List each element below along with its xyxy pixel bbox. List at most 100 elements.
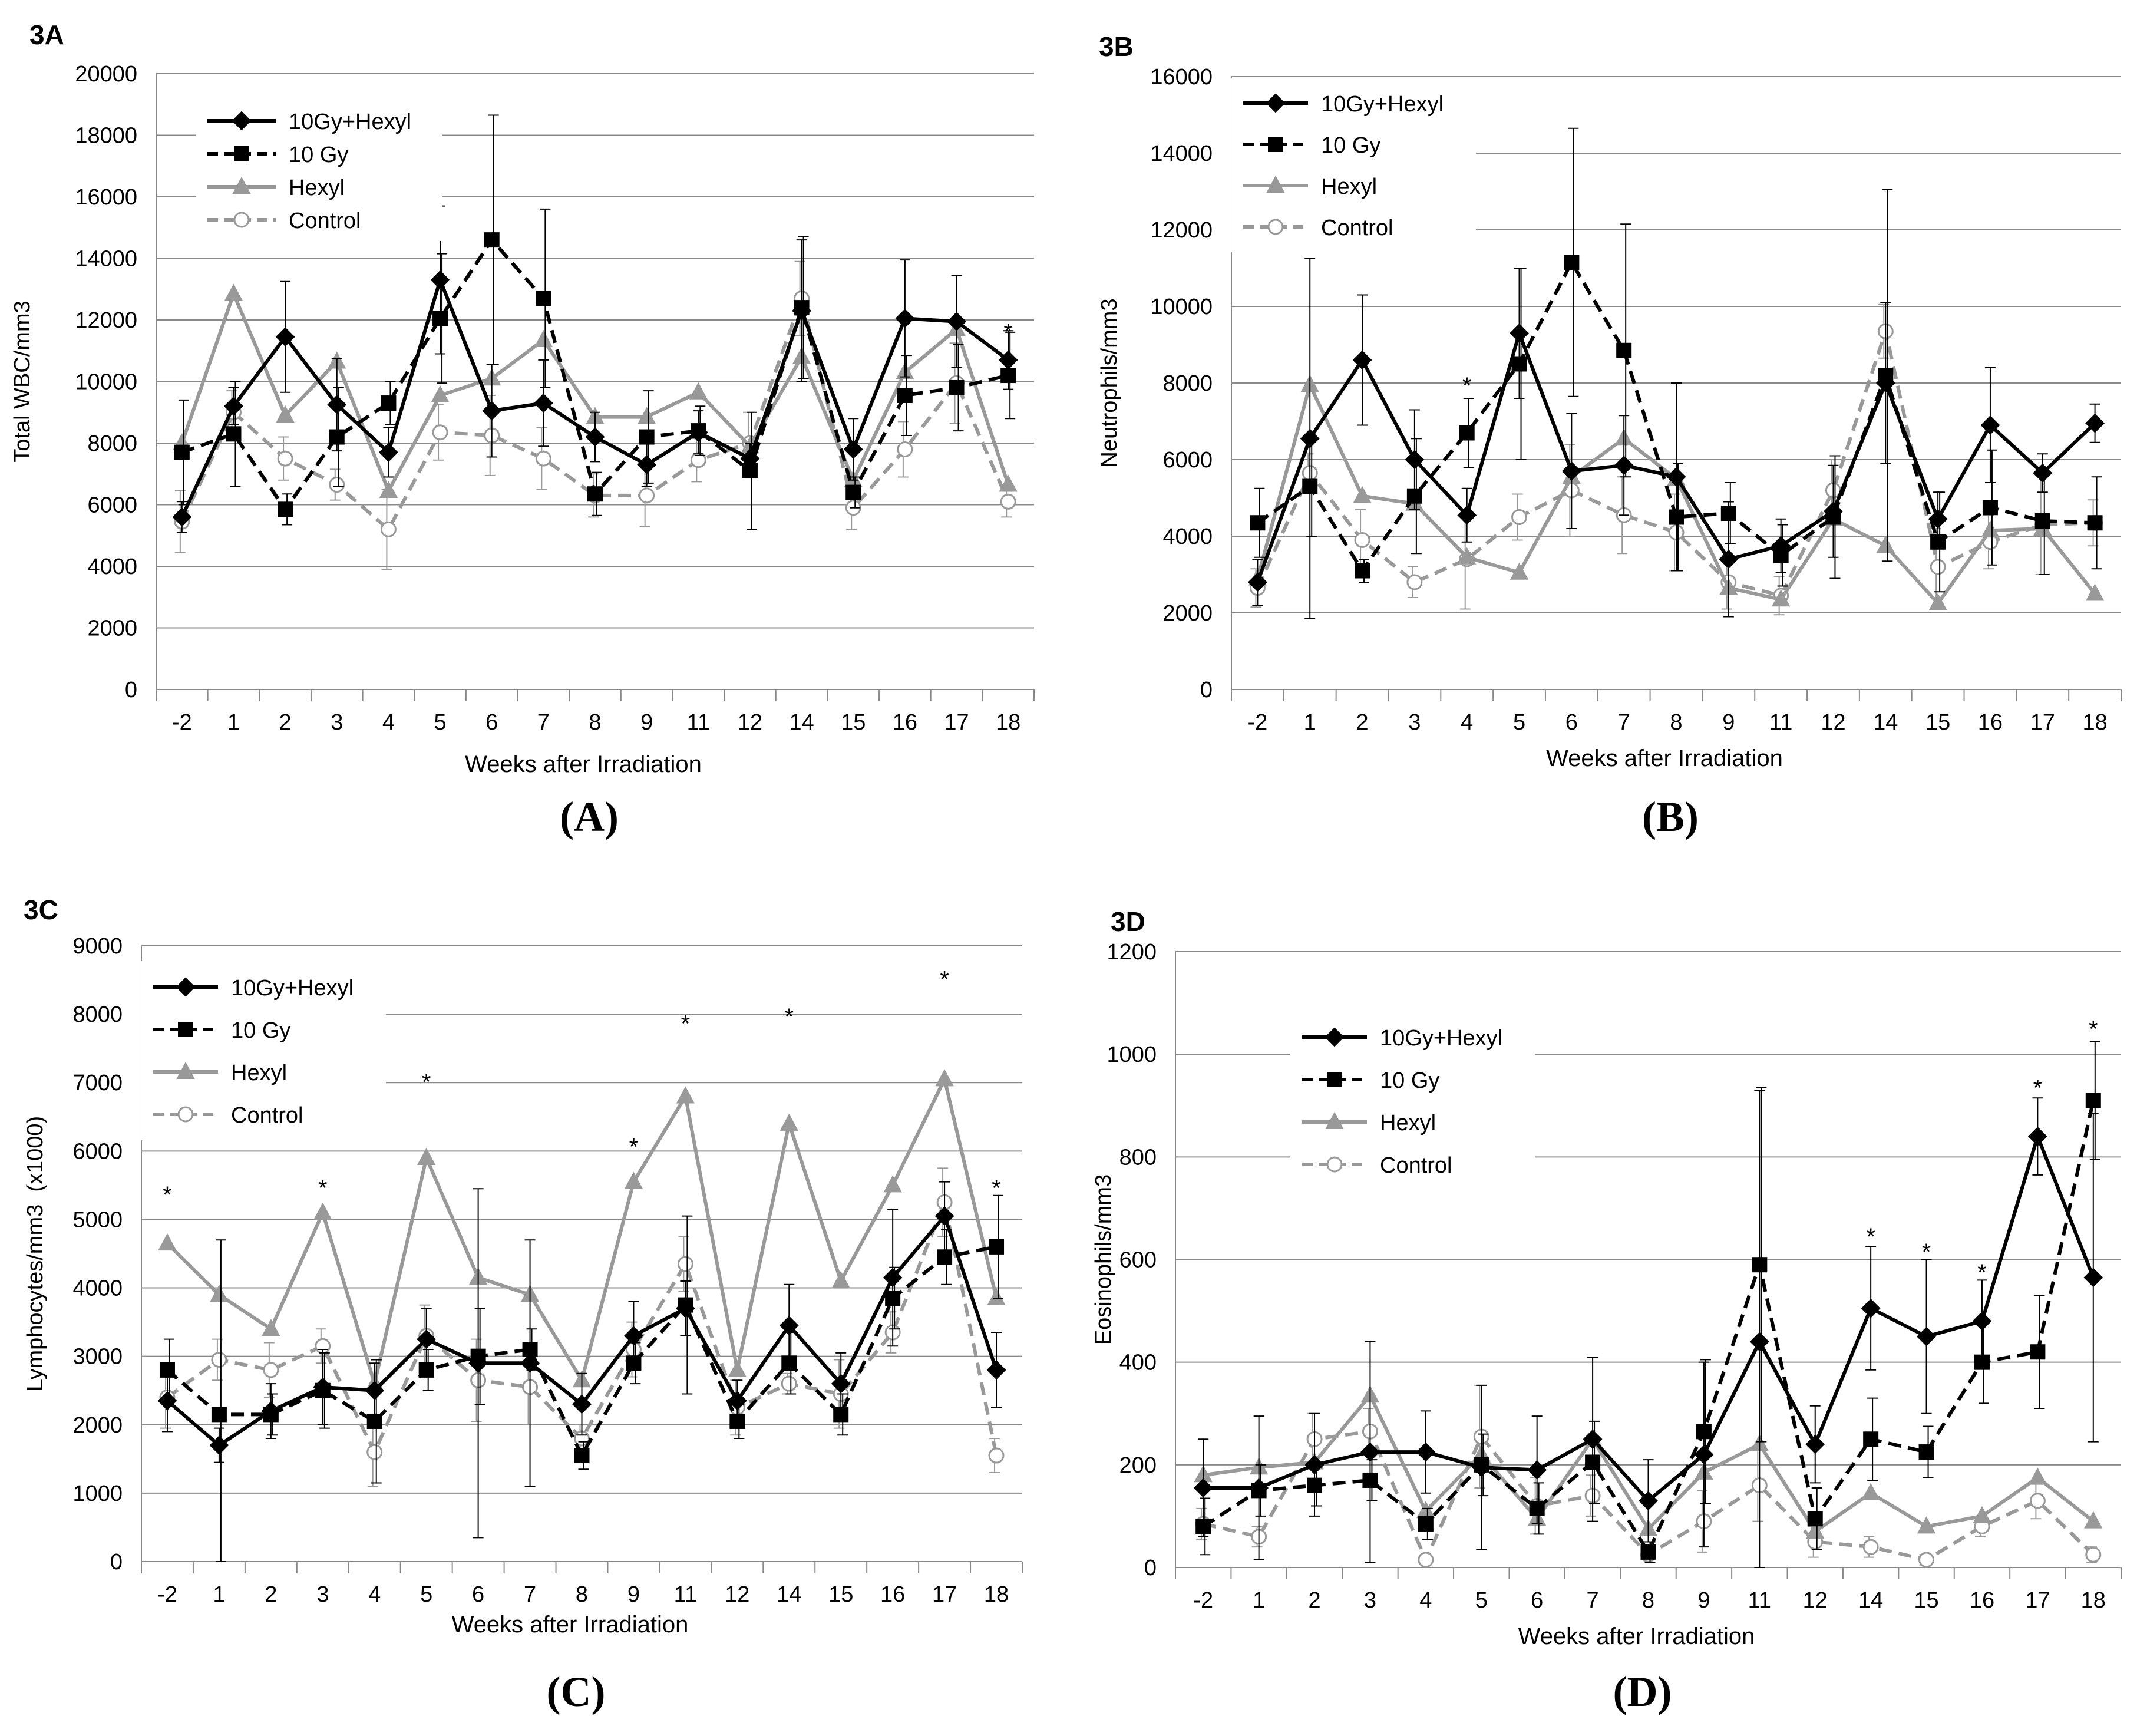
data-point bbox=[1928, 509, 1948, 529]
series-10gy-hexyl bbox=[1247, 258, 2105, 619]
panel-label: 3C bbox=[24, 895, 58, 925]
data-point bbox=[158, 1233, 177, 1251]
series-10gy-hexyl bbox=[1193, 1090, 2103, 1568]
data-point bbox=[534, 329, 553, 347]
data-point bbox=[278, 501, 293, 517]
y-tick-label: 5000 bbox=[72, 1207, 123, 1232]
x-tick-label: 14 bbox=[789, 710, 814, 735]
x-tick-label: 3 bbox=[1364, 1588, 1376, 1613]
data-point bbox=[211, 1351, 227, 1368]
data-point bbox=[677, 1256, 693, 1272]
data-point bbox=[417, 1329, 437, 1349]
data-point bbox=[2029, 1493, 2046, 1509]
data-point bbox=[637, 407, 656, 424]
y-tick-label: 0 bbox=[1200, 678, 1213, 702]
legend-label: 10 Gy bbox=[1321, 133, 1380, 158]
y-tick-label: 7000 bbox=[72, 1071, 123, 1095]
x-tick-label: 16 bbox=[880, 1582, 905, 1607]
data-point bbox=[157, 1391, 177, 1411]
x-tick-label: 12 bbox=[1803, 1588, 1828, 1613]
legend-label: 10 Gy bbox=[1380, 1068, 1439, 1093]
data-point bbox=[688, 423, 708, 443]
data-point bbox=[1806, 1521, 1825, 1539]
data-point bbox=[935, 1069, 954, 1087]
data-point bbox=[574, 1448, 590, 1464]
data-point bbox=[263, 1362, 279, 1378]
data-point bbox=[1863, 1431, 1879, 1447]
series-line bbox=[1256, 329, 2095, 598]
y-axis-title: Neutrophils/mm3 bbox=[1097, 298, 1122, 467]
data-point bbox=[1355, 563, 1370, 579]
data-point bbox=[1416, 1442, 1436, 1462]
significance-star: * bbox=[2089, 1016, 2098, 1042]
legend-marker bbox=[1327, 1072, 1342, 1087]
x-tick-label: 17 bbox=[944, 710, 969, 735]
data-point bbox=[1527, 1460, 1547, 1480]
x-tick-label: 16 bbox=[893, 710, 917, 735]
data-point bbox=[989, 1239, 1005, 1255]
data-point bbox=[1771, 589, 1791, 607]
series-line bbox=[1203, 1134, 2095, 1503]
data-point bbox=[1666, 467, 1686, 487]
data-point bbox=[1405, 450, 1425, 470]
data-point bbox=[1807, 1511, 1823, 1527]
data-point bbox=[275, 327, 295, 347]
x-tick-label: 2 bbox=[1356, 710, 1368, 735]
data-point bbox=[1193, 1478, 1213, 1498]
data-point bbox=[781, 1375, 797, 1392]
data-point bbox=[937, 1249, 953, 1265]
panel-caption: (D) bbox=[1613, 1668, 1672, 1715]
x-tick-label: 16 bbox=[1970, 1588, 1994, 1613]
data-point bbox=[624, 1326, 643, 1346]
legend-label: Hexyl bbox=[231, 1061, 287, 1085]
data-point bbox=[831, 1270, 850, 1288]
data-point bbox=[728, 1359, 747, 1377]
data-point bbox=[1561, 461, 1581, 481]
x-tick-label: 11 bbox=[674, 1582, 697, 1607]
legend-marker bbox=[177, 1106, 194, 1123]
x-tick-label: 1 bbox=[227, 710, 240, 735]
data-point bbox=[1458, 547, 1477, 565]
y-tick-label: 6000 bbox=[72, 1139, 123, 1164]
x-tick-label: 2 bbox=[1308, 1588, 1320, 1613]
y-tick-label: 16000 bbox=[1150, 65, 1213, 90]
data-point bbox=[1352, 350, 1372, 370]
x-tick-label: 3 bbox=[331, 710, 343, 735]
legend-label: 10 Gy bbox=[289, 143, 348, 167]
y-tick-label: 0 bbox=[1144, 1556, 1157, 1580]
x-tick-label: 4 bbox=[1419, 1588, 1432, 1613]
data-point bbox=[1304, 1455, 1325, 1475]
legend-label: Control bbox=[1321, 216, 1393, 240]
x-tick-label: 2 bbox=[265, 1582, 277, 1607]
data-point bbox=[1640, 1544, 1656, 1560]
y-tick-label: 8000 bbox=[87, 431, 137, 456]
panel-label: 3A bbox=[29, 19, 64, 50]
data-point bbox=[897, 441, 913, 457]
y-tick-label: 8000 bbox=[72, 1002, 123, 1027]
x-tick-label: 12 bbox=[738, 710, 762, 735]
x-tick-label: -2 bbox=[1193, 1588, 1213, 1613]
y-tick-label: 600 bbox=[1119, 1248, 1157, 1273]
legend-marker bbox=[176, 1061, 195, 1079]
significance-star: * bbox=[992, 1175, 1001, 1201]
data-point bbox=[1862, 1539, 1879, 1555]
x-tick-label: 7 bbox=[1587, 1588, 1599, 1613]
data-point bbox=[174, 444, 190, 460]
data-point bbox=[2030, 1344, 2046, 1360]
legend: 10Gy+Hexyl 10 Gy Hexyl Control bbox=[196, 100, 442, 241]
legend-label: Control bbox=[231, 1103, 303, 1128]
x-tick-label: 6 bbox=[1531, 1588, 1543, 1613]
data-point bbox=[1418, 1516, 1434, 1532]
x-tick-label: -2 bbox=[1248, 710, 1268, 735]
data-point bbox=[780, 1113, 798, 1131]
data-point bbox=[535, 450, 551, 467]
data-point bbox=[261, 1401, 281, 1421]
data-point bbox=[986, 1360, 1006, 1380]
data-point bbox=[883, 1268, 903, 1288]
data-point bbox=[624, 1171, 643, 1189]
x-tick-label: 4 bbox=[368, 1582, 381, 1607]
x-tick-label: 6 bbox=[1565, 710, 1578, 735]
data-point bbox=[2083, 1268, 2103, 1288]
data-point bbox=[2084, 1511, 2103, 1529]
panel-caption: (A) bbox=[560, 793, 619, 840]
